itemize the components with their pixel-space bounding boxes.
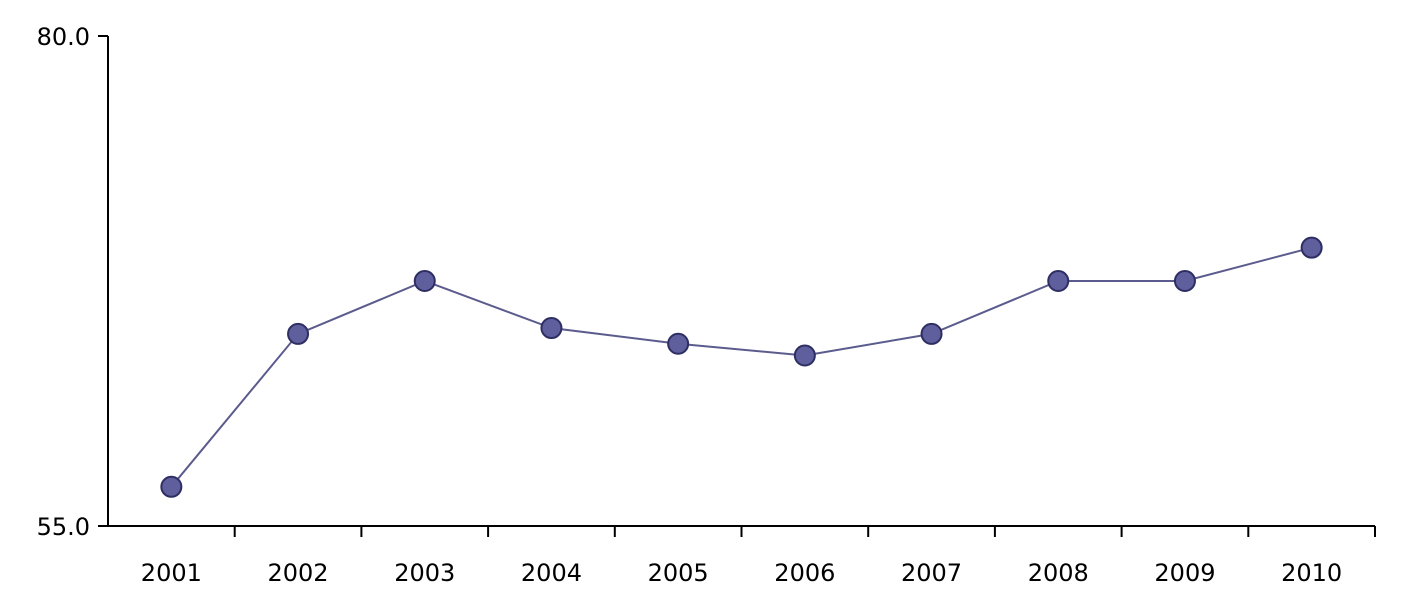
series-group — [160, 236, 1323, 498]
x-tick-label: 2009 — [1154, 559, 1215, 587]
data-point-2007 — [920, 322, 943, 345]
data-point-2005 — [667, 332, 690, 355]
data-point-2004 — [540, 317, 563, 340]
data-point-2001 — [160, 475, 183, 498]
x-ticks — [233, 526, 1376, 537]
x-tick-label: 2001 — [141, 559, 202, 587]
x-tick-label: 2004 — [521, 559, 582, 587]
x-tick-label: 2002 — [268, 559, 329, 587]
x-tick-label: 2008 — [1028, 559, 1089, 587]
data-point-2002 — [287, 322, 310, 345]
data-point-2003 — [413, 270, 436, 292]
x-tick-label: 2003 — [394, 559, 455, 587]
y-tick-label-min: 55.0 — [37, 513, 90, 541]
data-point-2008 — [1047, 270, 1070, 292]
x-tick-label: 2007 — [901, 559, 962, 587]
data-point-2010 — [1300, 236, 1323, 259]
data-point-2006 — [793, 344, 816, 367]
y-tick-label-max: 80.0 — [37, 23, 90, 51]
y-ticks: 80.0 55.0 — [37, 23, 108, 541]
data-point-2009 — [1173, 270, 1196, 292]
x-tick-label: 2005 — [648, 559, 709, 587]
series-line — [170, 246, 1312, 488]
x-tick-label: 2006 — [774, 559, 835, 587]
x-tick-labels: 2001 2002 2003 2004 2005 2006 2007 2008 2009 2010 — [141, 559, 1342, 587]
x-tick-label: 2010 — [1281, 559, 1342, 587]
